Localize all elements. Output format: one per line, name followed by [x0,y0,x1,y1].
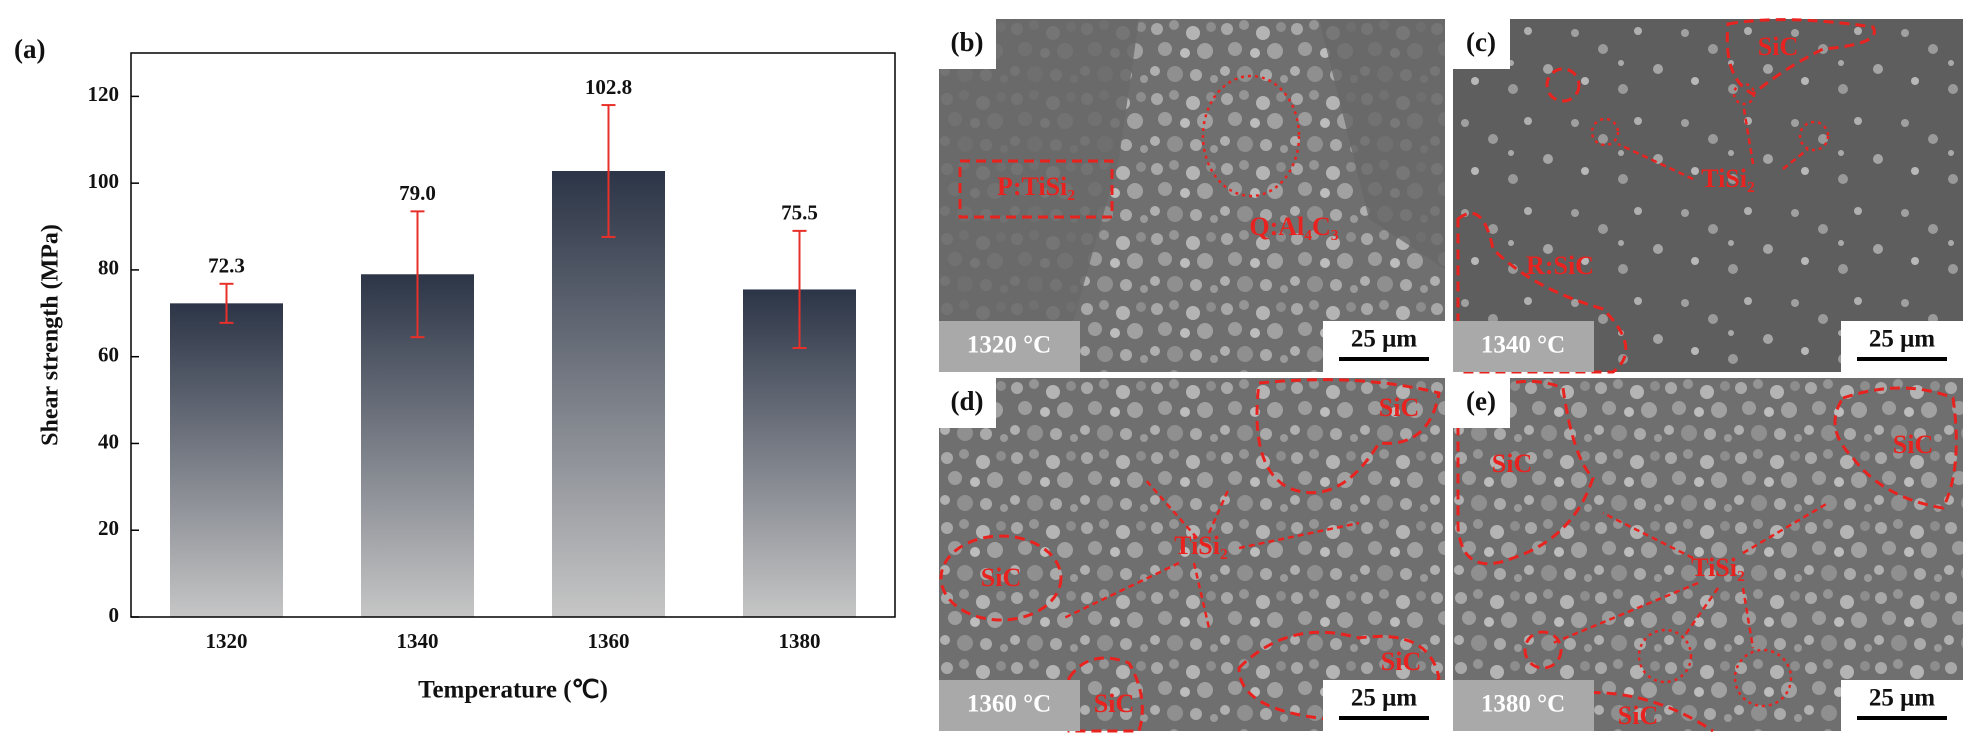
scale-bar [1857,716,1947,720]
panel-label: (b) [951,27,984,57]
sem-panel: SiC TiSi₂ SiC SiC SiC (d) 1360 °C 25 μm [939,378,1445,733]
sem-image [939,378,1445,731]
temperature: 1360 °C [967,691,1051,718]
arrow [1617,108,1809,181]
sem-image [1453,19,1963,372]
panel-label: (c) [1466,27,1496,57]
bar-chart: (a) Shear strength (MPa) Temperature (℃)… [14,34,896,704]
y-tick-label: 0 [109,603,120,627]
scale-label: 25 μm [1869,326,1935,353]
panel-label: (e) [1466,386,1496,416]
x-tick-label: 1320 [206,629,248,653]
annotation: SiC [981,563,1021,592]
region-outline [1733,648,1793,708]
y-tick-label: 40 [98,429,119,453]
annotation: SiC [1379,393,1419,422]
scale-box [1323,321,1445,372]
y-axis-label: Shear strength (MPa) [38,224,64,446]
region-outline [1456,211,1628,374]
annotation: TiSi₂ [1701,164,1755,193]
region-outline [958,159,1114,219]
scale-label: 25 μm [1869,685,1935,712]
plot-frame [130,52,896,618]
label-box [939,378,996,428]
label-box [1453,378,1510,428]
annotation: SiC [1618,701,1658,730]
value-label: 79.0 [399,181,436,205]
sem-image [1453,378,1963,731]
annotation: SiC [1893,430,1933,459]
temperature: 1340 °C [1481,332,1565,359]
region-outline [1725,18,1876,96]
annotation: SiC [1758,32,1798,61]
value-label: 102.8 [585,75,632,99]
temp-box [939,680,1080,731]
bar [170,303,283,617]
scale-box [1841,321,1963,372]
temp-box [1453,680,1594,731]
region-outline [939,534,1063,622]
arrow [1063,477,1360,629]
value-label: 72.3 [208,254,245,278]
x-tick-label: 1340 [397,629,439,653]
annotation: P:TiSi₂ [997,172,1075,201]
annotation: TiSi₂ [1174,531,1228,560]
scale-box [1841,680,1963,731]
temp-box [939,321,1080,372]
y-tick-label: 60 [98,343,119,367]
y-tick-label: 120 [88,82,120,106]
region-outline [1732,82,1756,106]
panel-label: (d) [951,386,984,416]
region-outline [1590,117,1620,147]
sem-panel: SiC TiSi₂ R:SiC (c) 1340 °C 25 μm [1453,18,1963,374]
region-outline [1255,378,1441,495]
label-box [939,19,996,69]
region-outline [1545,67,1581,103]
annotation: SiC [1381,647,1421,676]
region-outline [1637,628,1693,684]
annotation: R:SiC [1526,251,1594,280]
scale-bar [1339,357,1429,361]
region-outline [1833,386,1958,510]
x-axis-label: Temperature (℃) [418,677,608,704]
x-tick-label: 1360 [588,629,630,653]
panel-label: (a) [14,34,45,64]
y-tick-label: 100 [88,169,120,193]
region-outline [1201,74,1301,198]
temp-box [1453,321,1594,372]
region-outline [1798,120,1830,152]
smooth-region [1319,19,1445,269]
annotation: SiC [1094,689,1134,718]
scale-box [1323,680,1445,731]
sem-panel: P:TiSi₂ Q:Al₄C₃ (b) 1320 °C 25 μm [939,19,1445,372]
label-box [1453,19,1510,69]
y-tick-label: 20 [98,516,119,540]
annotation: SiC [1492,449,1532,478]
smooth-region [939,19,1139,372]
x-tick-label: 1380 [779,629,821,653]
region-outline [1237,630,1441,722]
region-outline [1456,379,1595,566]
scale-label: 25 μm [1351,685,1417,712]
scale-label: 25 μm [1351,326,1417,353]
annotation: Q:Al₄C₃ [1249,212,1338,241]
region-outline [1523,630,1563,670]
y-tick-label: 80 [98,256,119,280]
region-outline [1067,656,1144,733]
annotation: TiSi₂ [1691,553,1745,582]
scale-bar [1339,716,1429,720]
bar [552,171,665,617]
scale-bar [1857,357,1947,361]
temperature: 1320 °C [967,332,1051,359]
arrow [1552,501,1829,649]
sem-panel: SiC SiC TiSi₂ SiC (e) 1380 °C 25 μm [1453,378,1963,733]
value-label: 75.5 [781,201,818,225]
temperature: 1380 °C [1481,691,1565,718]
